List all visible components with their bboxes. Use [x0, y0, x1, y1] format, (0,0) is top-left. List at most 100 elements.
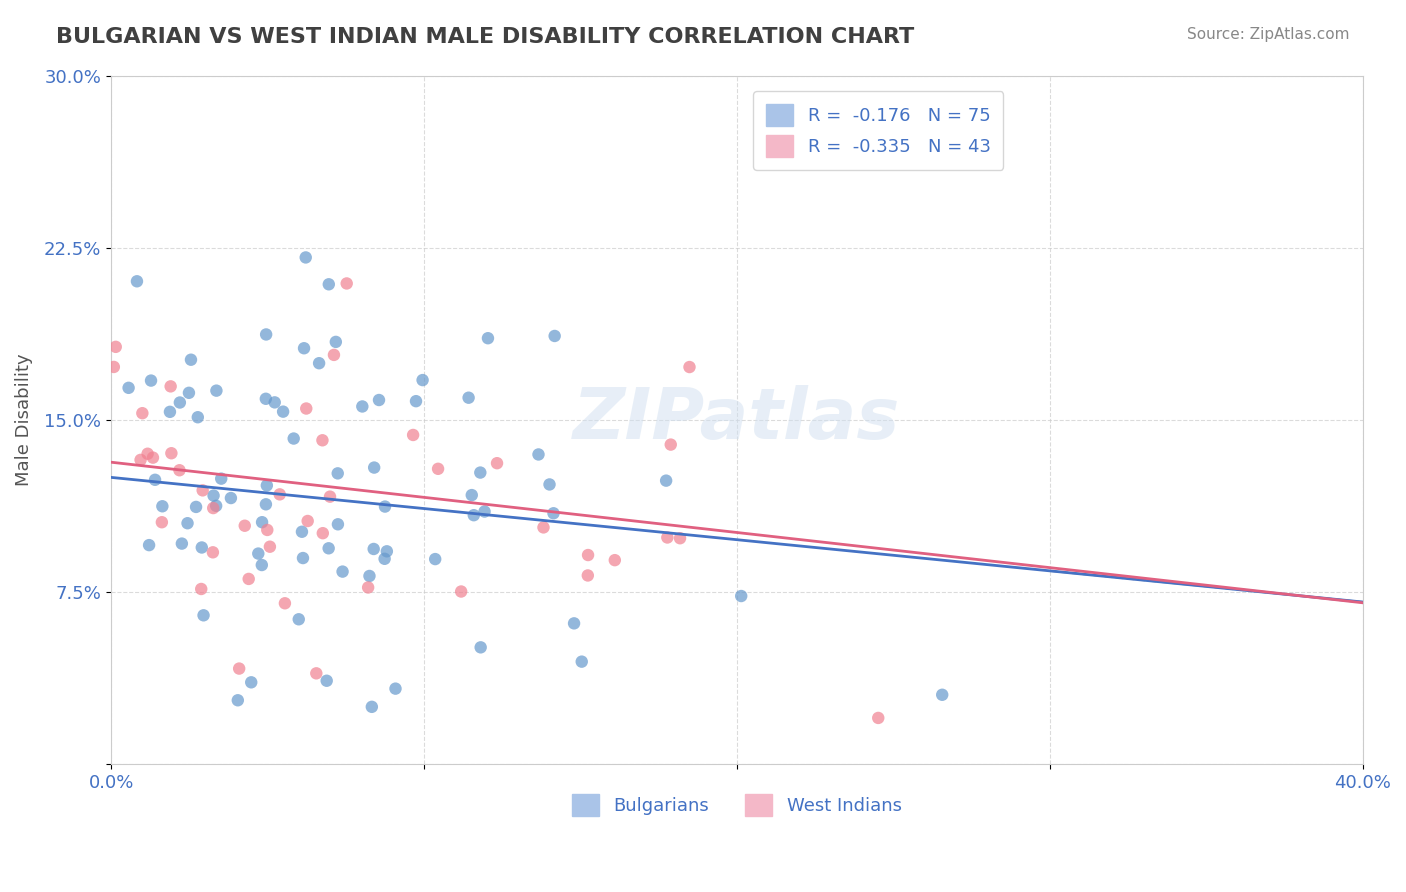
Point	[291, 551, 314, 566]
Point	[193, 608, 215, 623]
Point	[254, 392, 277, 406]
Point	[412, 373, 434, 387]
Point	[669, 531, 692, 545]
Point	[659, 437, 682, 451]
Point	[405, 394, 427, 409]
Point	[256, 478, 278, 492]
Point	[323, 348, 346, 362]
Point	[319, 490, 342, 504]
Point	[730, 589, 752, 603]
Point	[427, 462, 450, 476]
Text: BULGARIAN VS WEST INDIAN MALE DISABILITY CORRELATION CHART: BULGARIAN VS WEST INDIAN MALE DISABILITY…	[56, 27, 914, 46]
Point	[336, 277, 359, 291]
Point	[263, 395, 285, 409]
Point	[571, 655, 593, 669]
Point	[318, 541, 340, 556]
Point	[103, 359, 125, 374]
Point	[226, 693, 249, 707]
Point	[461, 488, 484, 502]
Legend: Bulgarians, West Indians: Bulgarians, West Indians	[565, 787, 910, 823]
Point	[295, 401, 318, 416]
Point	[287, 612, 309, 626]
Point	[308, 356, 330, 370]
Y-axis label: Male Disability: Male Disability	[15, 353, 32, 486]
Point	[562, 616, 585, 631]
Point	[477, 331, 499, 345]
Point	[374, 551, 396, 566]
Point	[375, 544, 398, 558]
Point	[931, 688, 953, 702]
Point	[139, 374, 162, 388]
Point	[138, 538, 160, 552]
Point	[352, 400, 374, 414]
Point	[450, 584, 472, 599]
Point	[332, 565, 354, 579]
Point	[269, 487, 291, 501]
Point	[150, 515, 173, 529]
Point	[543, 329, 565, 343]
Point	[202, 489, 225, 503]
Point	[311, 434, 333, 448]
Point	[202, 501, 225, 516]
Point	[305, 666, 328, 681]
Point	[238, 572, 260, 586]
Point	[209, 472, 232, 486]
Point	[527, 447, 550, 461]
Point	[533, 520, 555, 534]
Point	[368, 392, 391, 407]
Point	[425, 552, 447, 566]
Point	[463, 508, 485, 523]
Point	[291, 524, 314, 539]
Point	[254, 497, 277, 511]
Point	[457, 391, 479, 405]
Point	[131, 406, 153, 420]
Point	[136, 447, 159, 461]
Point	[294, 251, 316, 265]
Point	[125, 274, 148, 288]
Point	[326, 517, 349, 532]
Point	[205, 384, 228, 398]
Point	[104, 340, 127, 354]
Point	[219, 491, 242, 505]
Text: ZIPatlas: ZIPatlas	[574, 385, 901, 454]
Point	[486, 456, 509, 470]
Point	[170, 536, 193, 550]
Point	[543, 506, 565, 520]
Point	[657, 531, 679, 545]
Point	[315, 673, 337, 688]
Point	[603, 553, 626, 567]
Point	[538, 477, 561, 491]
Point	[256, 523, 278, 537]
Point	[470, 640, 492, 655]
Point	[159, 405, 181, 419]
Point	[402, 428, 425, 442]
Point	[318, 277, 340, 292]
Point	[384, 681, 406, 696]
Point	[191, 483, 214, 498]
Point	[359, 569, 381, 583]
Point	[576, 568, 599, 582]
Point	[297, 514, 319, 528]
Point	[374, 500, 396, 514]
Point	[201, 545, 224, 559]
Point	[129, 453, 152, 467]
Point	[312, 526, 335, 541]
Point	[184, 500, 207, 514]
Point	[325, 334, 347, 349]
Point	[240, 675, 263, 690]
Point	[233, 518, 256, 533]
Point	[357, 581, 380, 595]
Point	[474, 504, 496, 518]
Point	[177, 385, 200, 400]
Point	[326, 467, 349, 481]
Point	[190, 582, 212, 596]
Point	[187, 410, 209, 425]
Point	[259, 540, 281, 554]
Point	[254, 327, 277, 342]
Point	[271, 404, 294, 418]
Point	[160, 446, 183, 460]
Point	[283, 432, 305, 446]
Point	[159, 379, 181, 393]
Point	[678, 359, 700, 374]
Point	[176, 516, 198, 531]
